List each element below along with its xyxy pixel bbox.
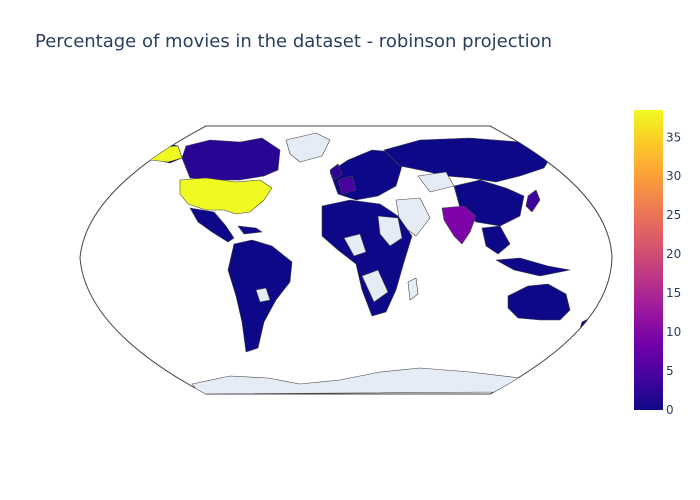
region-indonesia[interactable] — [495, 257, 571, 277]
colorbar-tick-4: 20 — [666, 247, 681, 261]
region-southeast-asia[interactable] — [481, 225, 511, 255]
colorbar-tick-2: 10 — [666, 325, 681, 339]
colorbar-tick-5: 25 — [666, 208, 681, 222]
colorbar-tick-3: 15 — [666, 286, 681, 300]
region-alaska-yellow[interactable] — [149, 145, 183, 163]
colorbar-ticks: 0 5 10 15 20 25 30 35 — [666, 130, 681, 417]
colorbar-tick-7: 35 — [666, 130, 681, 144]
region-united-states[interactable] — [179, 177, 273, 215]
colorbar — [634, 110, 663, 410]
region-greenland[interactable] — [285, 132, 331, 163]
region-bolivia-nodata[interactable] — [255, 287, 271, 303]
map-title: Percentage of movies in the dataset - ro… — [35, 31, 553, 52]
region-antarctica-nodata[interactable] — [191, 367, 521, 394]
region-africa-nodata-central[interactable] — [361, 269, 389, 303]
region-canada[interactable] — [181, 137, 281, 181]
region-india[interactable] — [441, 205, 477, 245]
region-united-kingdom[interactable] — [329, 163, 343, 181]
region-africa-nodata-north[interactable] — [377, 215, 403, 247]
region-australia[interactable] — [507, 283, 571, 321]
region-russia[interactable] — [383, 137, 555, 183]
region-africa-nodata-west[interactable] — [343, 233, 367, 257]
colorbar-tick-0: 0 — [666, 403, 674, 417]
region-caribbean[interactable] — [237, 225, 263, 235]
region-japan[interactable] — [525, 189, 541, 213]
region-france[interactable] — [337, 175, 357, 195]
colorbar-tick-1: 5 — [666, 364, 674, 378]
colorbar-tick-6: 30 — [666, 169, 681, 183]
region-mexico[interactable] — [189, 207, 235, 243]
region-madagascar-nodata[interactable] — [407, 277, 419, 301]
